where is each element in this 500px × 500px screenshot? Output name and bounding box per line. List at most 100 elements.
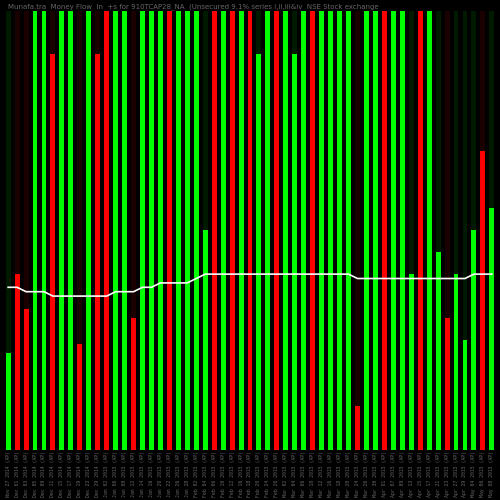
Bar	[158, 10, 163, 450]
Bar	[167, 10, 172, 450]
Bar	[364, 10, 369, 450]
Bar	[373, 10, 378, 450]
Bar	[382, 10, 387, 450]
Bar	[256, 10, 262, 450]
Bar	[78, 344, 82, 450]
Bar	[194, 10, 198, 450]
Bar	[302, 10, 306, 450]
Bar	[248, 10, 252, 450]
Bar	[32, 10, 38, 450]
Bar	[454, 274, 458, 450]
Bar	[444, 10, 450, 450]
Bar	[292, 54, 297, 450]
Bar	[6, 353, 10, 450]
Bar	[6, 10, 10, 450]
Bar	[391, 10, 396, 450]
Bar	[310, 10, 315, 450]
Bar	[140, 10, 145, 450]
Bar	[292, 10, 297, 450]
Bar	[256, 54, 262, 450]
Bar	[400, 10, 404, 450]
Bar	[24, 10, 28, 450]
Bar	[284, 10, 288, 450]
Bar	[490, 10, 494, 450]
Bar	[42, 10, 46, 450]
Bar	[436, 10, 440, 450]
Bar	[346, 10, 351, 450]
Bar	[96, 10, 100, 450]
Bar	[418, 10, 422, 450]
Bar	[140, 10, 145, 450]
Bar	[302, 10, 306, 450]
Bar	[113, 10, 118, 450]
Bar	[176, 10, 181, 450]
Bar	[113, 10, 118, 450]
Bar	[409, 10, 414, 450]
Bar	[480, 10, 486, 450]
Bar	[238, 10, 244, 450]
Bar	[131, 318, 136, 450]
Bar	[266, 10, 270, 450]
Bar	[50, 10, 56, 450]
Bar	[185, 10, 190, 450]
Bar	[266, 10, 270, 450]
Bar	[462, 10, 468, 450]
Bar	[14, 274, 20, 450]
Bar	[418, 10, 422, 450]
Bar	[176, 10, 181, 450]
Bar	[167, 10, 172, 450]
Bar	[337, 10, 342, 450]
Bar	[426, 10, 432, 450]
Bar	[310, 10, 315, 450]
Bar	[490, 208, 494, 450]
Bar	[230, 10, 234, 450]
Bar	[319, 10, 324, 450]
Bar	[212, 10, 216, 450]
Bar	[194, 10, 198, 450]
Bar	[104, 10, 109, 450]
Bar	[426, 10, 432, 450]
Bar	[355, 10, 360, 450]
Bar	[337, 10, 342, 450]
Bar	[472, 230, 476, 450]
Bar	[14, 10, 20, 450]
Text: Munafa.tra  Money Flow  In  +s for 910TCAP28_NA  (Unsecured 9.1% series i,ii,iii: Munafa.tra Money Flow In +s for 910TCAP2…	[8, 3, 378, 10]
Bar	[50, 54, 56, 450]
Bar	[400, 10, 404, 450]
Bar	[42, 10, 46, 450]
Bar	[220, 10, 226, 450]
Bar	[220, 10, 226, 450]
Bar	[149, 10, 154, 450]
Bar	[86, 10, 91, 450]
Bar	[274, 10, 280, 450]
Bar	[462, 340, 468, 450]
Bar	[60, 10, 64, 450]
Bar	[78, 10, 82, 450]
Bar	[319, 10, 324, 450]
Bar	[104, 10, 109, 450]
Bar	[131, 10, 136, 450]
Bar	[238, 10, 244, 450]
Bar	[284, 10, 288, 450]
Bar	[436, 252, 440, 450]
Bar	[409, 274, 414, 450]
Bar	[346, 10, 351, 450]
Bar	[203, 230, 207, 450]
Bar	[444, 318, 450, 450]
Bar	[68, 10, 73, 450]
Bar	[203, 10, 207, 450]
Bar	[60, 10, 64, 450]
Bar	[328, 10, 333, 450]
Bar	[24, 310, 28, 450]
Bar	[480, 151, 486, 450]
Bar	[185, 10, 190, 450]
Bar	[248, 10, 252, 450]
Bar	[373, 10, 378, 450]
Bar	[328, 10, 333, 450]
Bar	[68, 10, 73, 450]
Bar	[158, 10, 163, 450]
Bar	[230, 10, 234, 450]
Bar	[472, 10, 476, 450]
Bar	[86, 10, 91, 450]
Bar	[149, 10, 154, 450]
